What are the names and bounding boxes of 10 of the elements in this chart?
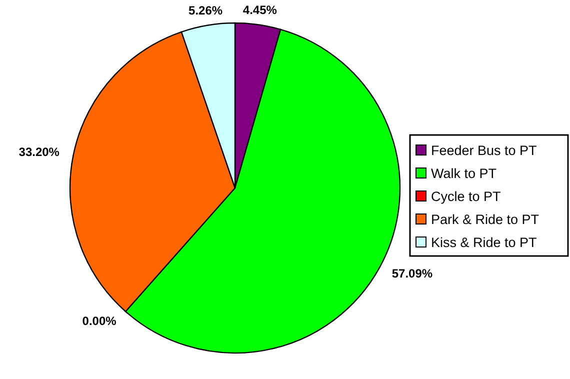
- data-label: 4.45%: [242, 2, 278, 17]
- data-label: 57.09%: [392, 266, 433, 280]
- legend-label: Feeder Bus to PT: [431, 143, 537, 158]
- data-label: 33.20%: [18, 145, 60, 160]
- text: 0.00%: [82, 314, 116, 328]
- legend-label: Kiss & Ride to PT: [431, 235, 537, 250]
- legend-label: Walk to PT: [431, 166, 497, 181]
- data-label: 5.26%: [188, 4, 223, 18]
- legend-label: Cycle to PT: [431, 189, 501, 204]
- legend-label: Park & Ride to PT: [431, 212, 540, 227]
